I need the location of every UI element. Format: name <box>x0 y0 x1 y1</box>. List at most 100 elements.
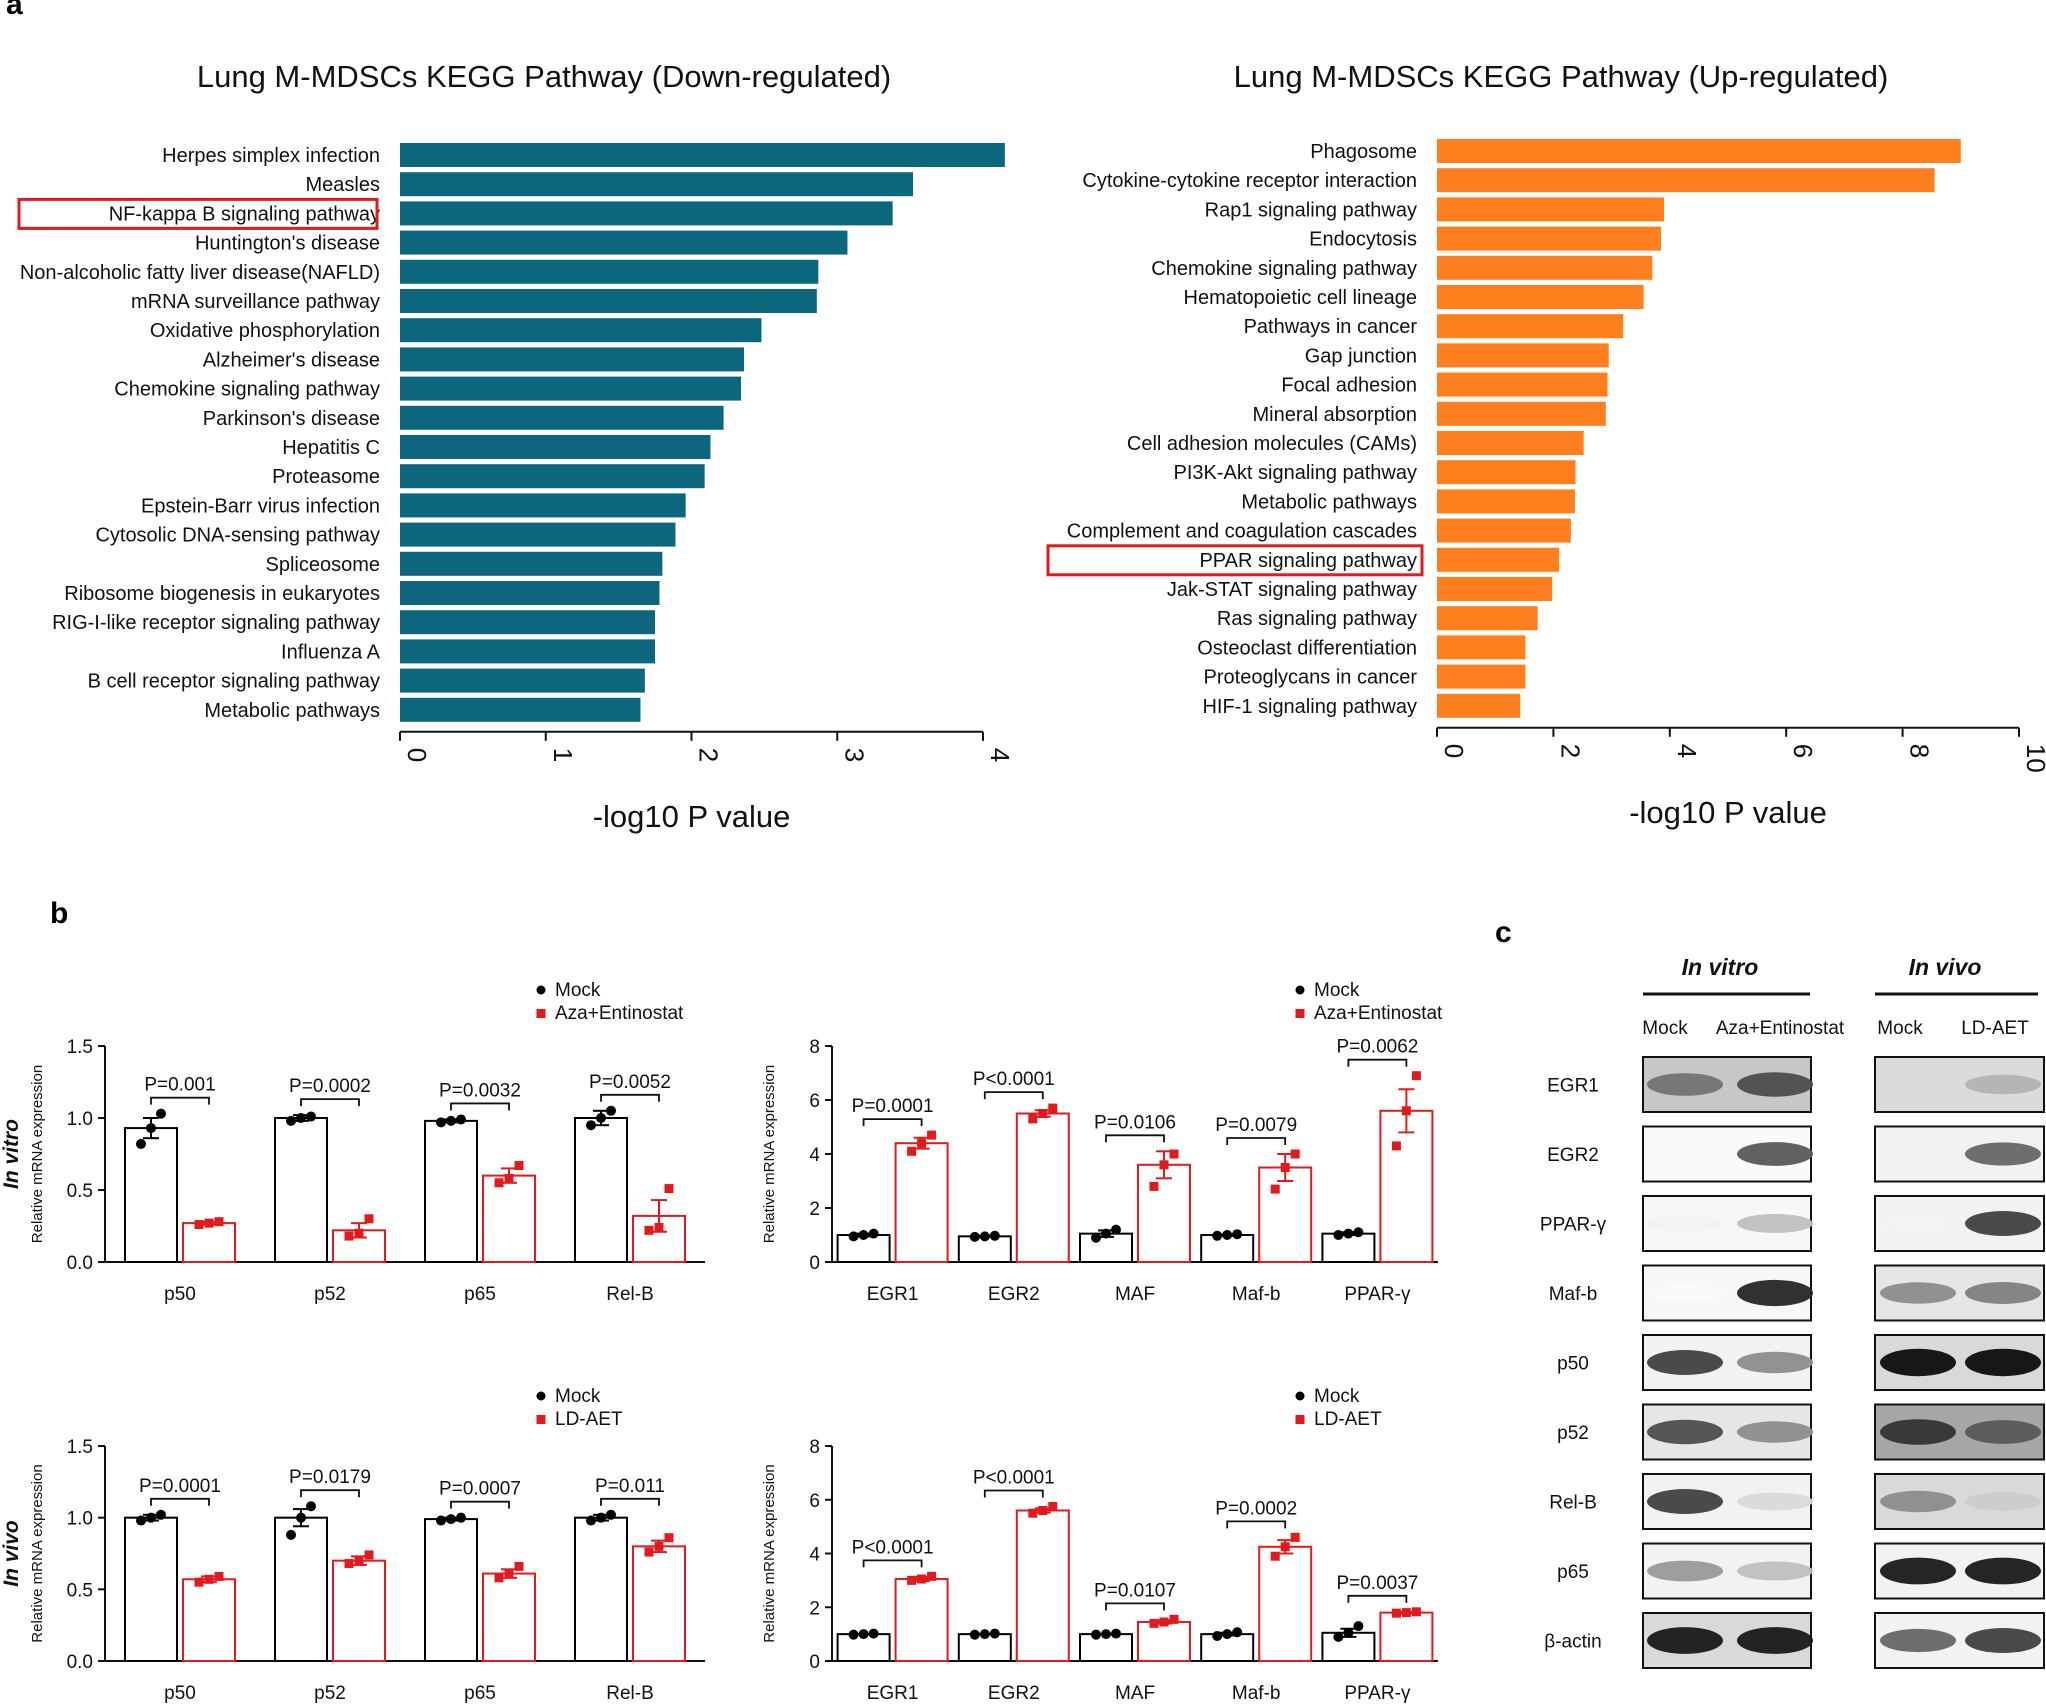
category-label: Proteoglycans in cancer <box>1204 667 1418 689</box>
mock-point <box>296 1113 306 1123</box>
treat-point <box>1169 1614 1179 1624</box>
bar-cytokine-cytokine-receptor-interaction <box>1437 168 1935 193</box>
y-tick-label: 8 <box>809 1037 820 1058</box>
p-value-label: P=0.0007 <box>439 1479 521 1500</box>
treat-point <box>514 1161 524 1171</box>
bar-rig-i-like-receptor-signaling-pathway <box>400 610 656 635</box>
treat-point <box>1038 1506 1048 1515</box>
treat-point <box>504 1569 514 1579</box>
bar-alzheimer-s-disease <box>400 347 744 372</box>
mock-point <box>136 1515 146 1526</box>
blot-protein-label: p65 <box>1557 1562 1589 1583</box>
bar-endocytosis <box>1437 226 1662 251</box>
blot-band <box>1880 1348 1956 1377</box>
treat-point <box>494 1573 504 1583</box>
blot-band <box>1965 1420 2041 1444</box>
blot-group-title: In vitro <box>1682 954 1759 980</box>
mock-point <box>456 1512 466 1523</box>
category-label: Chemokine signaling pathway <box>114 379 380 401</box>
treat-point <box>907 1146 917 1156</box>
category-label: Oxidative phosphorylation <box>150 320 380 342</box>
blot-band <box>1737 1492 1813 1511</box>
bar-hepatitis-c <box>400 435 711 459</box>
p-value-label: P=0.0001 <box>139 1476 221 1497</box>
mock-point <box>1353 1227 1364 1238</box>
bar-pathways-in-cancer <box>1437 314 1624 339</box>
category-label: Proteasome <box>272 466 380 488</box>
blot-protein-label: EGR2 <box>1547 1145 1599 1166</box>
mock-point <box>436 1117 446 1128</box>
y-tick-label: 1.0 <box>67 1109 93 1130</box>
bar-pi3k-akt-signaling-pathway <box>1437 460 1576 485</box>
mock-point <box>586 1120 596 1131</box>
y-axis-title: Relative mRNA expression <box>761 1065 778 1243</box>
mock-bar-p65 <box>424 1119 478 1263</box>
x-tick-label: 8 <box>1905 744 1935 758</box>
blot-band <box>1965 1074 2041 1095</box>
row-label: In vitro <box>0 1119 23 1189</box>
significance-bracket <box>600 1093 660 1102</box>
mock-point <box>858 1629 869 1640</box>
mock-bar-p50 <box>124 1127 178 1263</box>
blot-band <box>1647 1627 1723 1654</box>
p-value-label: P=0.0002 <box>289 1076 371 1097</box>
treat-bar-rel-b <box>632 1545 686 1663</box>
mock-point <box>1091 1232 1101 1243</box>
kegg-up-chart: Lung M-MDSCs KEGG Pathway (Up-regulated)… <box>1046 59 2046 830</box>
treat-point <box>354 1556 364 1566</box>
legend-mock-marker <box>536 985 546 995</box>
x-category-label: Maf-b <box>1232 1683 1281 1704</box>
mock-point <box>446 1115 456 1126</box>
mock-point <box>156 1108 166 1119</box>
mock-point <box>296 1512 306 1523</box>
y-tick-label: 4 <box>809 1145 820 1166</box>
mock-point <box>606 1509 616 1520</box>
x-category-label: Rel-B <box>606 1683 654 1704</box>
p-value-label: P=0.0052 <box>589 1072 671 1093</box>
chart-title: Lung M-MDSCs KEGG Pathway (Up-regulated) <box>1234 59 1889 94</box>
category-label: Cytosolic DNA-sensing pathway <box>95 525 380 547</box>
category-label: Endocytosis <box>1309 229 1417 251</box>
treat-point <box>1411 1607 1421 1617</box>
bar-b-cell-receptor-signaling-pathway <box>400 668 645 693</box>
x-tick-label: 2 <box>1555 744 1585 758</box>
blot-lane-label: Mock <box>1642 1018 1688 1039</box>
x-category-label: EGR1 <box>867 1284 919 1305</box>
category-label: Cell adhesion molecules (CAMs) <box>1127 433 1417 455</box>
mock-point <box>436 1515 446 1526</box>
blot-band <box>1647 1073 1723 1096</box>
treat-bar-egr1 <box>894 1578 949 1662</box>
category-label: PI3K-Akt signaling pathway <box>1174 462 1417 484</box>
mock-point <box>286 1529 296 1540</box>
treat-point <box>204 1218 214 1228</box>
y-tick-label: 1.5 <box>67 1437 93 1458</box>
category-label: Phagosome <box>1310 141 1417 163</box>
category-label: Huntington's disease <box>195 233 380 255</box>
x-category-label: EGR1 <box>867 1683 919 1704</box>
blot-band <box>1737 1421 1813 1443</box>
significance-bracket <box>600 1497 660 1506</box>
mock-point <box>969 1629 980 1640</box>
blot-band <box>1965 1142 2041 1166</box>
treat-point <box>364 1550 374 1560</box>
category-label: Herpes simplex infection <box>162 145 380 167</box>
category-label: mRNA surveillance pathway <box>131 291 380 313</box>
y-tick-label: 4 <box>809 1545 820 1566</box>
legend-mock-label: Mock <box>555 1386 601 1407</box>
category-label: Hematopoietic cell lineage <box>1184 287 1417 309</box>
category-label: Mineral absorption <box>1252 404 1417 426</box>
treat-point <box>1280 1542 1290 1552</box>
blot-protein-label: Rel-B <box>1549 1493 1597 1514</box>
mock-point <box>606 1105 616 1116</box>
y-tick-label: 6 <box>809 1491 820 1512</box>
legend-treat-marker <box>536 1415 546 1424</box>
p-value-label: P<0.0001 <box>852 1537 934 1558</box>
p-value-label: P<0.0001 <box>973 1069 1055 1090</box>
p-value-label: P=0.0106 <box>1094 1112 1176 1133</box>
category-label: RIG-I-like receptor signaling pathway <box>52 612 380 634</box>
treat-point <box>1048 1103 1058 1113</box>
blot-band <box>1965 1557 2041 1585</box>
blot-protein-label: p52 <box>1557 1423 1589 1444</box>
mock-point <box>306 1501 316 1512</box>
